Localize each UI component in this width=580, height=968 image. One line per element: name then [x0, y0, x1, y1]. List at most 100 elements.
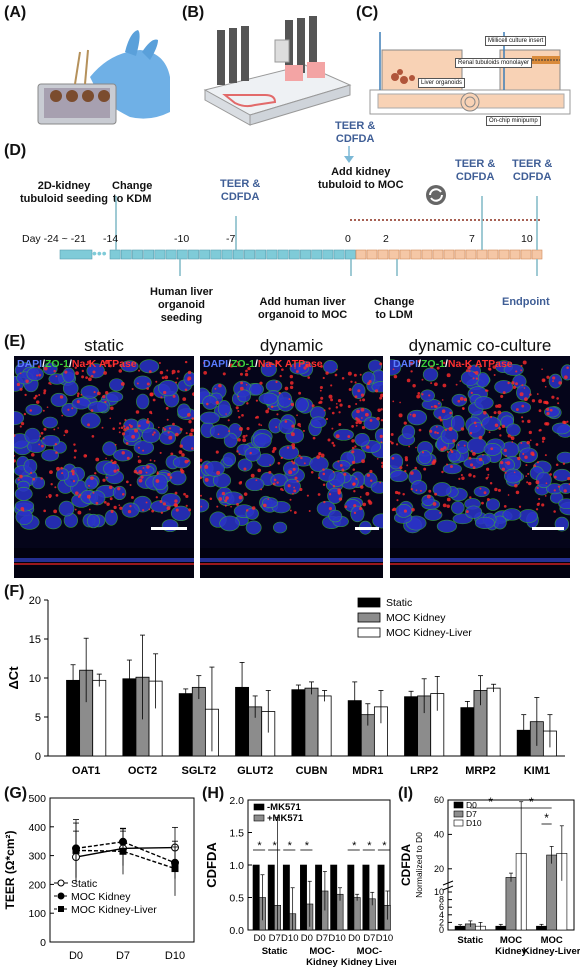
na-k-signal — [439, 511, 442, 514]
legend-swatch — [357, 597, 381, 608]
na-k-signal — [544, 454, 547, 457]
series-line — [75, 841, 176, 864]
chart-f-gene-expression: 0 5 10 15 20 ΔCt OAT1 OCT2 SGLT2 GLUT2 CUBN MDR1 LRP… — [6, 595, 565, 777]
nucleus — [104, 509, 118, 526]
na-k-signal — [355, 477, 358, 480]
na-k-signal — [546, 407, 550, 411]
na-k-signal — [20, 422, 25, 426]
na-k-signal — [288, 470, 293, 475]
na-k-signal — [390, 440, 392, 443]
na-k-signal — [75, 491, 79, 495]
na-k-signal — [332, 471, 335, 473]
panel-label-g: (G) — [4, 785, 28, 802]
na-k-signal — [525, 475, 528, 477]
nucleus — [202, 395, 218, 410]
na-k-signal — [71, 469, 75, 474]
na-k-signal — [250, 473, 255, 478]
na-k-signal — [218, 497, 223, 501]
na-k-signal — [369, 419, 373, 422]
na-k-signal — [243, 492, 248, 496]
na-k-signal — [179, 468, 184, 472]
stain-legend: DAPI/ZO-1/Na-K ATPase — [393, 358, 513, 370]
na-k-signal — [335, 406, 339, 409]
na-k-signal — [229, 363, 234, 368]
na-k-signal — [381, 461, 383, 465]
na-k-signal — [37, 365, 41, 368]
na-k-signal — [364, 412, 369, 417]
na-k-signal — [335, 402, 338, 405]
na-k-signal — [108, 485, 113, 490]
na-k-signal — [118, 427, 121, 429]
na-k-signal — [411, 507, 415, 512]
na-k-signal — [350, 380, 353, 383]
na-k-signal — [497, 403, 502, 408]
nucleus — [223, 491, 244, 505]
legend-marker — [57, 879, 65, 887]
na-k-signal — [50, 483, 53, 486]
na-k-signal — [553, 489, 556, 492]
na-k-signal — [178, 450, 183, 455]
na-k-signal — [354, 445, 357, 448]
timeline-teer-d10: TEER & CDFDA — [512, 158, 553, 183]
kdm-block — [333, 249, 345, 260]
bar — [317, 695, 332, 757]
na-k-signal — [459, 396, 464, 401]
kdm-block — [232, 249, 244, 260]
na-k-signal — [224, 499, 228, 503]
na-k-signal — [200, 505, 203, 508]
na-k-signal — [185, 432, 188, 435]
y-axis-label-2: Normalized to D0 — [414, 832, 424, 898]
x-tick-label: D7 — [116, 950, 130, 962]
na-k-signal — [475, 377, 478, 380]
nucleus — [371, 381, 383, 393]
nucleus — [80, 412, 101, 429]
nucleus — [395, 503, 413, 518]
nucleus — [170, 505, 191, 522]
nucleus — [467, 437, 487, 454]
na-k-signal — [421, 393, 424, 396]
na-k-signal — [394, 490, 399, 495]
na-k-signal — [521, 404, 525, 408]
na-k-signal — [64, 429, 69, 434]
na-k-signal — [270, 405, 274, 409]
na-k-signal — [325, 417, 329, 421]
na-k-signal — [287, 484, 291, 488]
timeline-change-kdm: Change to KDM — [112, 180, 153, 205]
na-k-signal — [493, 411, 497, 415]
na-k-signal — [129, 425, 133, 429]
na-k-signal — [71, 472, 75, 476]
legend-label: +MK571 — [267, 813, 304, 824]
na-k-signal — [488, 368, 492, 371]
panel-label-a: (A) — [4, 4, 27, 21]
na-k-signal — [468, 370, 471, 373]
na-k-signal — [96, 391, 101, 396]
na-k-signal — [90, 476, 94, 480]
na-k-signal — [360, 393, 365, 397]
na-k-signal — [43, 427, 47, 431]
na-k-signal — [430, 382, 433, 385]
na-k-signal — [441, 409, 446, 414]
na-k-signal — [184, 459, 189, 464]
na-k-signal — [366, 473, 370, 477]
na-k-signal — [117, 487, 121, 491]
na-k-signal — [441, 470, 444, 474]
na-k-signal — [415, 489, 418, 492]
na-k-signal — [479, 487, 482, 490]
na-k-signal — [103, 371, 108, 375]
na-k-signal — [481, 501, 484, 505]
na-k-signal — [88, 377, 92, 382]
na-k-signal — [73, 443, 76, 446]
na-k-signal — [479, 365, 481, 368]
na-k-signal — [328, 493, 332, 496]
significance-star: * — [488, 795, 493, 809]
na-k-signal — [104, 360, 109, 365]
timeline-endpoint: Endpoint — [502, 296, 550, 308]
panel-label-b: (B) — [182, 4, 205, 21]
na-k-signal — [67, 408, 70, 411]
na-k-signal — [76, 400, 80, 404]
ldm-block — [476, 249, 488, 260]
na-k-signal — [485, 476, 489, 480]
na-k-signal — [298, 454, 301, 457]
na-k-signal — [80, 393, 83, 396]
na-k-signal — [323, 500, 326, 504]
